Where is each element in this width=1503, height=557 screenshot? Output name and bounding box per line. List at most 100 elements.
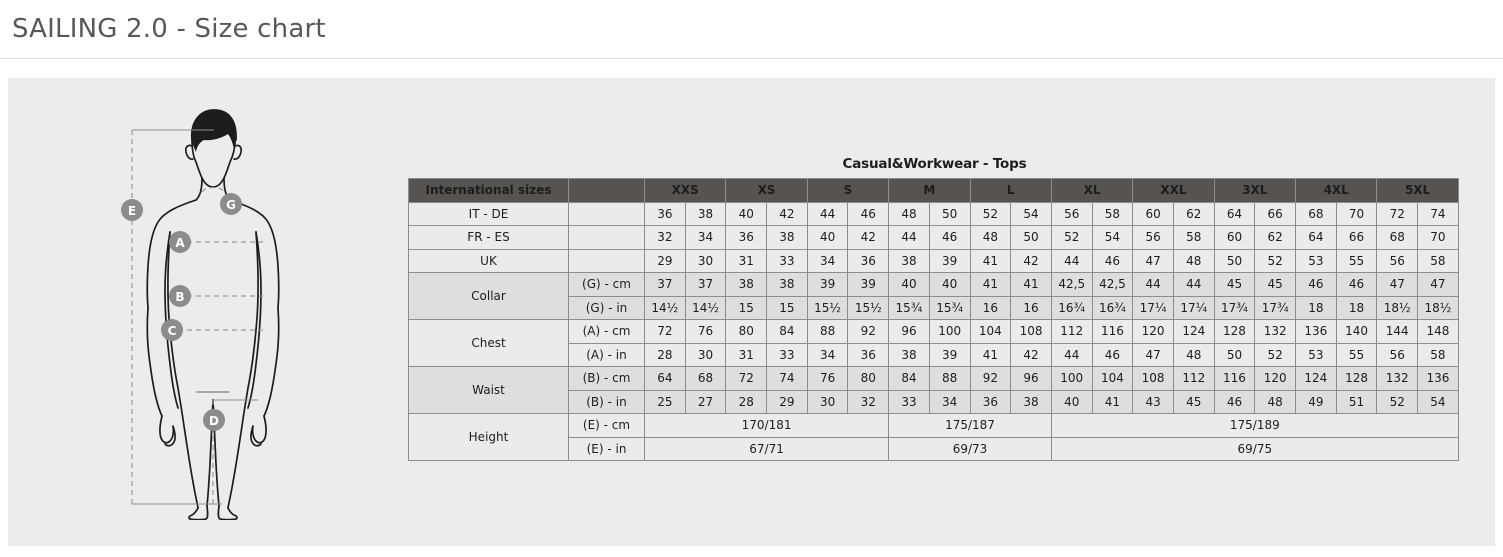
data-cell: 41 [1010, 272, 1052, 297]
marker-d-icon [203, 409, 225, 431]
data-cell: 128 [1213, 319, 1256, 344]
svg-text:C: C [168, 324, 177, 338]
data-cell: 37 [684, 272, 727, 297]
data-cell: 39 [806, 272, 849, 297]
table-row: Waist (B) - cm 64 68 72 74 76 80 84 88 92 96 100 104 1… [408, 366, 1459, 414]
row-sublabel: (E) - in [568, 436, 645, 461]
table-row: IT - DE 36 38 40 42 44 46 48 50 52 54 56 58 60 62 64 66 6… [408, 201, 1459, 226]
mannequin-figure-icon: E G A B C D [121, 109, 280, 520]
collar-guide-line [201, 186, 226, 193]
data-cell: 33 [766, 342, 808, 367]
header-size-3xl: 3XL [1213, 178, 1297, 203]
row-sublabel: (G) - cm [568, 272, 645, 297]
data-cell: 88 [928, 366, 971, 391]
data-cell: 38 [725, 272, 768, 297]
row-sublabel: (E) - cm [568, 413, 645, 438]
data-cell: 30 [806, 389, 849, 414]
data-cell: 15¾ [928, 295, 971, 320]
data-cell: 52 [1376, 389, 1419, 414]
data-cell: 120 [1254, 366, 1297, 391]
header-size-xxs: XXS [643, 178, 727, 203]
data-cell: 18 [1335, 295, 1378, 320]
table-row: FR - ES 32 34 36 38 40 42 44 46 48 50 52 54 56 58 60 62 6… [408, 225, 1459, 250]
svg-text:G: G [226, 198, 236, 212]
data-cell: 41 [969, 272, 1012, 297]
data-cell: 48 [888, 201, 930, 226]
data-cell: 38 [888, 248, 930, 273]
height-range-cell: 67/71 [643, 436, 890, 461]
data-cell: 76 [806, 366, 849, 391]
table-body: IT - DE 36 38 40 42 44 46 48 50 52 54 56 58 60 62 64 66 6… [408, 201, 1459, 461]
row-label: FR - ES [408, 225, 569, 250]
data-cell: 44 [806, 201, 849, 226]
table-caption: Casual&Workwear - Tops [842, 156, 1027, 172]
row-label: Collar [408, 272, 569, 320]
table-row: Height (E) - cm 170/181 175/187 175/189 [408, 413, 1459, 461]
data-cell: 44 [1050, 248, 1093, 273]
data-cell: 46 [847, 201, 890, 226]
data-cell: 56 [1050, 201, 1093, 226]
data-cell: 56 [1132, 225, 1174, 250]
table-row: Chest (A) - cm 72 76 80 84 88 92 96 100 104 108 112 1… [408, 319, 1459, 367]
data-cell: 36 [725, 225, 768, 250]
data-cell: 40 [928, 272, 971, 297]
data-cell: 56 [1376, 342, 1419, 367]
data-cell: 48 [1172, 342, 1215, 367]
row-sublabel [568, 248, 645, 273]
svg-text:E: E [128, 204, 136, 218]
data-cell: 44 [1050, 342, 1093, 367]
data-cell: 38 [766, 225, 808, 250]
data-cell: 45 [1213, 272, 1256, 297]
data-cell: 50 [1010, 225, 1052, 250]
data-cell: 48 [969, 225, 1012, 250]
data-cell: 15½ [847, 295, 890, 320]
data-cell: 52 [1254, 248, 1297, 273]
data-cell: 36 [644, 201, 686, 226]
data-cell: 72 [644, 319, 686, 344]
header-size-m: M [888, 178, 971, 203]
svg-text:B: B [175, 290, 184, 304]
content-panel: E G A B C D Casual&Workwear - Tops [8, 78, 1495, 546]
data-cell: 70 [1335, 201, 1378, 226]
data-cell: 17¼ [1132, 295, 1174, 320]
data-cell: 52 [969, 201, 1012, 226]
size-chart-table: International sizes XXS XS S M L XL XXL 3XL 4XL 5X… [408, 178, 1459, 461]
header-size-xl: XL [1050, 178, 1134, 203]
data-cell: 44 [1172, 272, 1215, 297]
data-cell: 44 [1132, 272, 1174, 297]
data-cell: 72 [725, 366, 768, 391]
data-cell: 40 [725, 201, 768, 226]
body-measurement-diagram: E G A B C D [118, 100, 303, 520]
header-measure-unit [568, 178, 645, 203]
marker-a-icon [169, 231, 191, 253]
data-cell: 36 [847, 342, 890, 367]
data-cell: 14½ [684, 295, 727, 320]
data-cell: 31 [725, 342, 768, 367]
data-cell: 47 [1132, 342, 1174, 367]
data-cell: 37 [644, 272, 686, 297]
data-cell: 50 [1213, 248, 1256, 273]
data-cell: 116 [1213, 366, 1256, 391]
header-international-sizes: International sizes [408, 178, 569, 203]
data-cell: 18 [1295, 295, 1337, 320]
data-cell: 48 [1172, 248, 1215, 273]
data-cell: 100 [928, 319, 971, 344]
data-cell: 51 [1335, 389, 1378, 414]
data-cell: 47 [1376, 272, 1419, 297]
data-cell: 42,5 [1050, 272, 1093, 297]
data-cell: 15¾ [888, 295, 930, 320]
table-header-row: International sizes XXS XS S M L XL XXL 3XL 4XL 5X… [408, 178, 1459, 203]
data-cell: 41 [1091, 389, 1134, 414]
marker-b-icon [169, 285, 191, 307]
data-cell: 64 [644, 366, 686, 391]
data-cell: 42 [766, 201, 808, 226]
header-size-4xl: 4XL [1295, 178, 1378, 203]
data-cell: 62 [1254, 225, 1297, 250]
data-cell: 52 [1254, 342, 1297, 367]
data-cell: 74 [1417, 201, 1459, 226]
data-cell: 47 [1132, 248, 1174, 273]
data-cell: 49 [1295, 389, 1337, 414]
page-title: SAILING 2.0 - Size chart [12, 14, 326, 44]
data-cell: 29 [644, 248, 686, 273]
